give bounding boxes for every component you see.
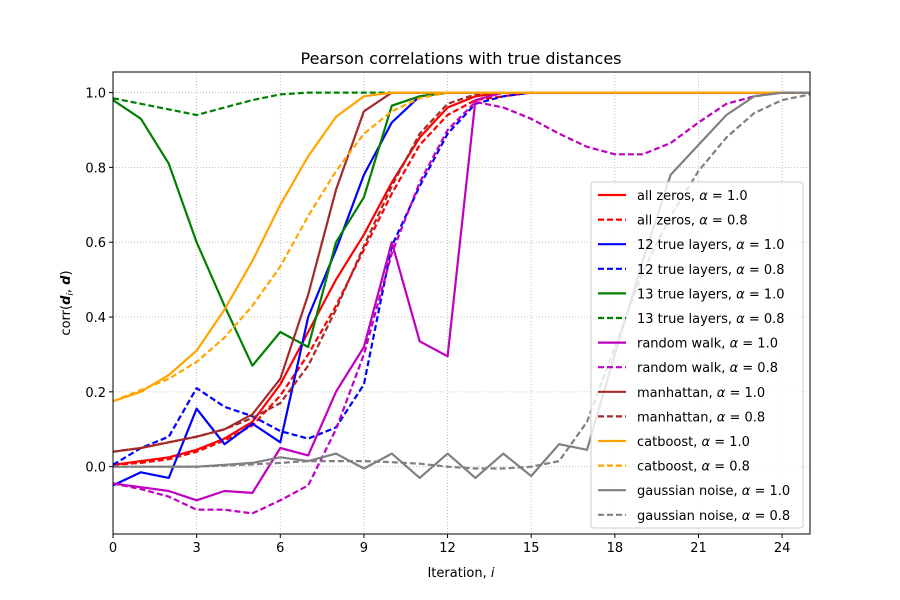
legend-label: all zeros, α = 0.8 [637,214,748,229]
axis-ticks: 0 3 6 9 12 15 18 21 24 0.0 0.2 0.4 0.6 0.8 1.0 [85,87,790,556]
plot-frame [112,71,811,535]
x-axis-label-text: Iteration, [427,566,490,581]
series-line-random-walk-alpha-0-8 [113,91,810,515]
legend-label: 12 true layers, α = 0.8 [637,263,785,278]
y-axis-label: corr(di, d) [59,270,76,335]
y-tick-label: 0.6 [85,236,106,251]
series-line-gaussian-noise-alpha-0-8 [113,93,810,470]
x-tick-label: 12 [439,541,456,556]
legend-label: catboost, α = 0.8 [637,460,750,475]
y-axis-label-d: d [59,275,74,285]
x-axis-label: Iteration, i [427,566,494,581]
legend-label: 12 true layers, α = 1.0 [637,238,785,253]
legend-label: gaussian noise, α = 0.8 [637,509,790,524]
y-axis-label-di: d [59,295,74,305]
y-axis-label-sub: i [66,293,76,296]
x-axis-label-var: i [491,566,495,581]
series-line-gaussian-noise-alpha-1-0 [113,91,810,479]
y-axis-label-suffix: ) [59,270,74,275]
x-tick-label: 6 [276,541,284,556]
legend-label: catboost, α = 1.0 [637,435,750,450]
y-tick-label: 0.4 [85,311,106,326]
x-tick-label: 0 [109,541,117,556]
y-tick-label: 0.0 [85,461,106,476]
legend-label: 13 true layers, α = 0.8 [637,312,785,327]
legend-box [590,181,804,529]
x-tick-label: 3 [192,541,200,556]
legend-label: 13 true layers, α = 1.0 [637,287,785,302]
y-tick-label: 0.8 [85,161,106,176]
series-lines [113,91,810,515]
legend-label: manhattan, α = 0.8 [637,410,765,425]
x-tick-label: 21 [690,541,707,556]
legend-label: all zeros, α = 1.0 [637,189,748,204]
y-axis-label-prefix: corr( [59,305,74,336]
legend: all zeros, α = 1.0 all zeros, α = 0.8 12 t… [590,181,804,529]
y-axis-label-mid: , [59,285,74,293]
legend-label: gaussian noise, α = 1.0 [637,484,790,499]
legend-label: manhattan, α = 1.0 [637,386,765,401]
y-tick-label: 1.0 [85,87,106,102]
series-line-catboost-alpha-0-8 [113,91,810,403]
x-tick-label: 15 [523,541,540,556]
y-tick-label: 0.2 [85,386,106,401]
x-tick-label: 18 [607,541,624,556]
x-tick-label: 24 [774,541,791,556]
legend-label: random walk, α = 0.8 [637,361,778,376]
x-tick-label: 9 [360,541,368,556]
legend-label: random walk, α = 1.0 [637,337,778,352]
chart-title: Pearson correlations with true distances [300,49,621,68]
